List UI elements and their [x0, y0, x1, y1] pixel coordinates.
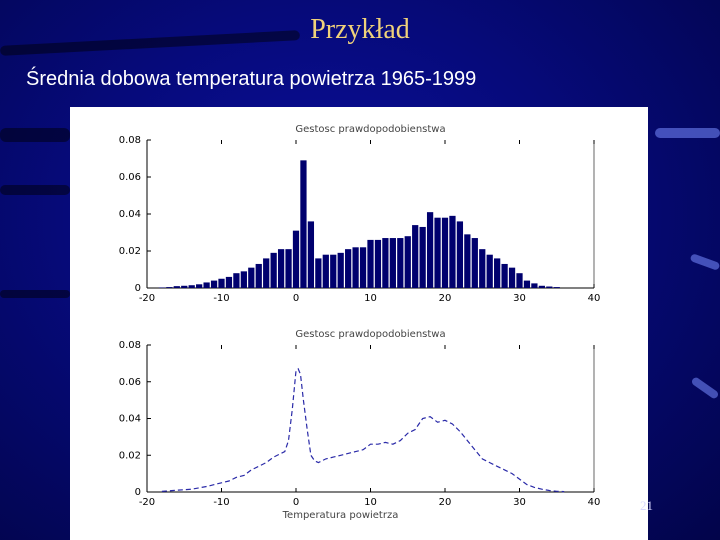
charts-svg: Gestosc prawdopodobienstwa -20 -10 0 10 20 30… — [119, 124, 601, 521]
background-streak — [0, 128, 70, 142]
background-streak — [0, 185, 70, 195]
x-tick-label: -20 — [139, 293, 155, 304]
histogram-bar — [486, 254, 493, 288]
x-tick-label: 20 — [439, 293, 452, 304]
histogram-bar — [501, 263, 508, 288]
histogram-bar — [546, 286, 553, 288]
histogram-bar — [404, 236, 411, 288]
x-tick-label: 0 — [293, 293, 299, 304]
histogram-plot: Gestosc prawdopodobienstwa -20 -10 0 10 20 30… — [119, 124, 601, 304]
histogram-bar — [255, 263, 262, 288]
slide-subtitle: Średnia dobowa temperatura powietrza 196… — [26, 68, 477, 90]
x-tick-label: 20 — [439, 497, 452, 508]
histogram-bar — [315, 258, 322, 288]
histogram-bar — [471, 238, 478, 288]
histogram-bar — [181, 285, 188, 288]
histogram-bar — [434, 217, 441, 288]
y-tick-label: 0.08 — [119, 135, 141, 146]
histogram-bar — [367, 239, 374, 288]
histogram-bar — [508, 267, 516, 288]
histogram-bar — [389, 238, 396, 288]
background-streak — [0, 290, 70, 298]
figure-panel: Gestosc prawdopodobienstwa -20 -10 0 10 20 30… — [70, 107, 648, 540]
histogram-bar — [285, 249, 292, 288]
histogram-bar — [233, 273, 240, 288]
histogram-bar — [270, 252, 277, 288]
y-tick-label: 0 — [135, 487, 141, 498]
histogram-bar — [203, 282, 210, 288]
background-streak — [655, 128, 720, 138]
histogram-bar — [456, 221, 464, 288]
y-tick-label: 0.06 — [119, 172, 141, 183]
y-tick-label: 0.06 — [119, 377, 141, 388]
histogram-bar — [210, 280, 218, 288]
histogram-bar — [531, 283, 538, 288]
x-tick-label: 30 — [513, 497, 526, 508]
chart-title: Gestosc prawdopodobienstwa — [295, 124, 445, 135]
histogram-bar — [479, 249, 486, 288]
x-tick-label: 10 — [364, 293, 377, 304]
x-tick-label: 10 — [364, 497, 377, 508]
x-tick-label: 40 — [588, 293, 601, 304]
background-streak — [690, 376, 720, 400]
histogram-bar — [359, 247, 367, 288]
y-tick-label: 0.02 — [119, 246, 141, 257]
x-tick-label: -10 — [213, 293, 229, 304]
histogram-bar — [292, 230, 300, 288]
histogram-bar — [397, 238, 404, 288]
y-tick-label: 0.08 — [119, 340, 141, 351]
histogram-bar — [225, 276, 233, 288]
histogram-bar — [419, 226, 426, 288]
histogram-bar — [277, 249, 285, 288]
histogram-bar — [352, 247, 359, 288]
histogram-bar — [538, 285, 545, 288]
histogram-bar — [449, 215, 456, 288]
density-curve — [161, 367, 565, 493]
histogram-bar — [374, 239, 382, 288]
histogram-bar — [188, 285, 195, 288]
x-tick-label: 40 — [588, 497, 601, 508]
page-number: 21 — [640, 498, 653, 513]
histogram-bar — [523, 280, 531, 288]
y-tick-label: 0.02 — [119, 450, 141, 461]
histogram-bar — [412, 225, 419, 288]
histogram-bar — [240, 271, 247, 288]
x-axis-label: Temperatura powietrza — [282, 510, 399, 521]
chart-title: Gestosc prawdopodobienstwa — [295, 329, 445, 340]
histogram-bar — [345, 249, 352, 288]
histogram-bar — [158, 287, 166, 288]
density-plot: Gestosc prawdopodobienstwa Temperatura p… — [119, 329, 601, 521]
x-tick-label: -20 — [139, 497, 155, 508]
histogram-bar — [307, 221, 315, 288]
histogram-bar — [516, 273, 523, 288]
histogram-bar — [553, 287, 560, 288]
histogram-bar — [173, 286, 180, 288]
y-tick-label: 0.04 — [119, 414, 141, 425]
histogram-bar — [441, 217, 449, 288]
x-tick-label: -10 — [213, 497, 229, 508]
histogram-bar — [426, 212, 434, 288]
x-tick-label: 0 — [293, 497, 299, 508]
histogram-bar — [300, 160, 307, 288]
histogram-bar — [166, 287, 173, 288]
y-tick-label: 0.04 — [119, 209, 141, 220]
histogram-bar — [263, 258, 270, 288]
histogram-bar — [322, 254, 329, 288]
histogram-bar — [196, 284, 203, 288]
histogram-bar — [494, 258, 501, 288]
histogram-bar — [330, 254, 337, 288]
background-streak — [689, 253, 720, 271]
y-tick-label: 0 — [135, 283, 141, 294]
slide-title: Przykład — [310, 14, 410, 45]
histogram-bar — [218, 278, 225, 288]
histogram-bar — [382, 238, 389, 288]
histogram-bar — [464, 234, 471, 288]
x-tick-label: 30 — [513, 293, 526, 304]
histogram-bar — [248, 267, 255, 288]
histogram-bar — [337, 252, 344, 288]
